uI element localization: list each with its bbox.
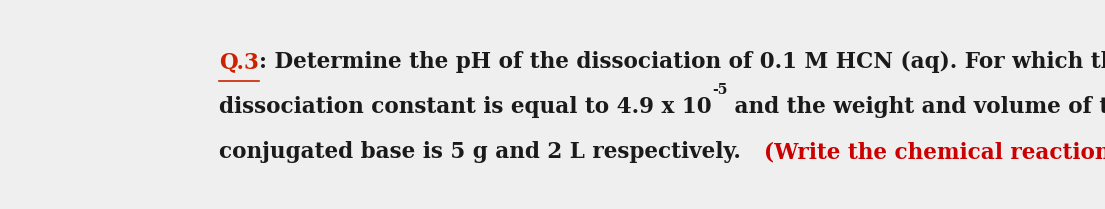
Text: dissociation constant is equal to 4.9 x 10: dissociation constant is equal to 4.9 x … — [220, 96, 712, 119]
Text: and the weight and volume of the: and the weight and volume of the — [727, 96, 1105, 119]
Text: conjugated base is 5 g and 2 L respectively.: conjugated base is 5 g and 2 L respectiv… — [220, 141, 764, 163]
Text: (Write the chemical reaction).: (Write the chemical reaction). — [764, 141, 1105, 163]
Text: -5: -5 — [712, 84, 727, 97]
Text: Q.3: Q.3 — [220, 51, 260, 73]
Text: : Determine the pH of the dissociation of 0.1 M HCN (aq). For which the: : Determine the pH of the dissociation o… — [260, 51, 1105, 73]
